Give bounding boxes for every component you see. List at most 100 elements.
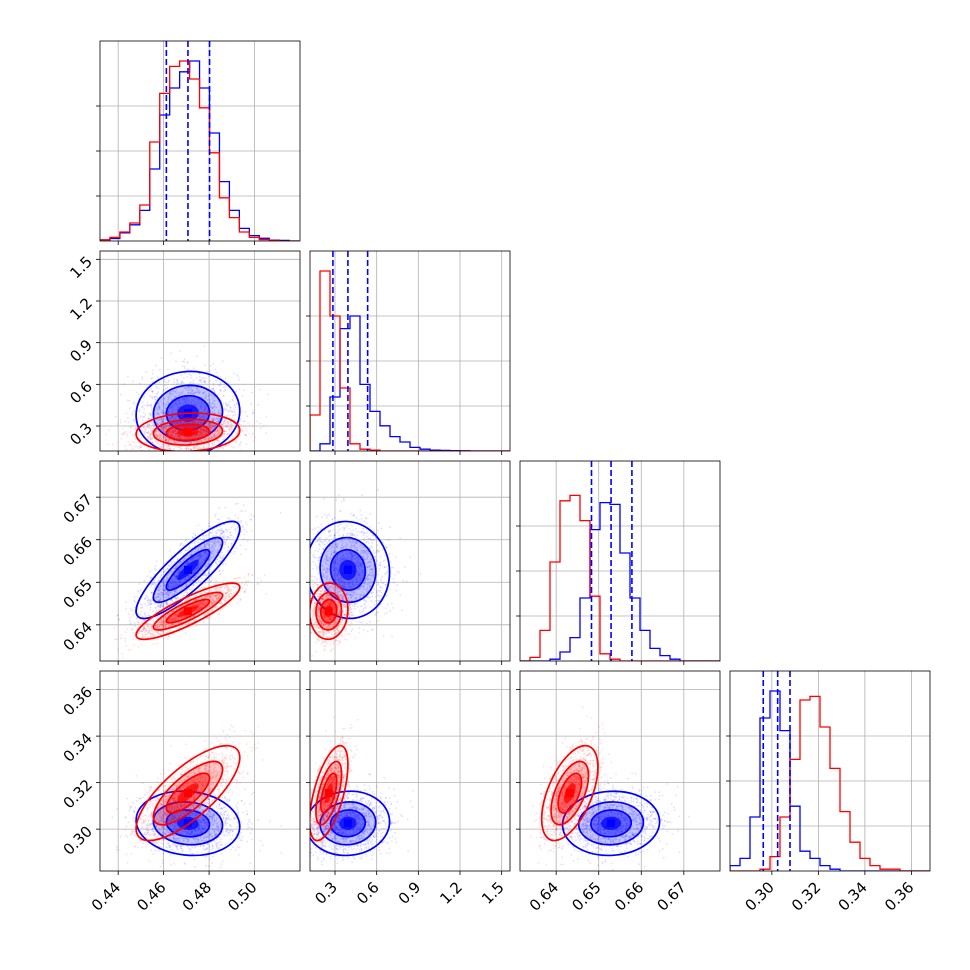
sample-point-series-0 (208, 401, 211, 404)
sample-point-series-1 (252, 439, 255, 442)
sample-point-series-0 (230, 409, 233, 412)
sample-point-series-1 (104, 433, 107, 436)
sample-point-series-0 (222, 402, 225, 405)
sample-point-series-0 (180, 448, 182, 451)
sample-point-series-0 (183, 358, 186, 361)
sample-point-series-0 (235, 390, 238, 393)
sample-point-series-0 (167, 439, 170, 442)
sample-point-series-0 (141, 378, 144, 380)
sample-point-series-1 (265, 592, 268, 595)
sample-point-series-0 (146, 426, 148, 429)
sample-point-series-0 (172, 415, 174, 418)
sample-point-series-0 (144, 413, 147, 416)
sample-point-series-0 (233, 403, 236, 406)
sample-point-series-0 (173, 396, 176, 399)
sample-point-series-0 (172, 431, 175, 434)
sample-point-series-0 (198, 436, 201, 438)
sample-point-series-0 (213, 404, 216, 407)
sample-point-series-0 (142, 426, 145, 428)
sample-point-series-1 (263, 574, 266, 577)
sample-point-series-0 (194, 534, 197, 537)
sample-point-series-1 (164, 636, 167, 639)
sample-point-series-0 (279, 511, 282, 514)
sample-point-series-1 (152, 452, 154, 454)
sample-point-series-0 (218, 412, 220, 415)
sample-point-series-0 (200, 402, 203, 405)
sample-point-series-0 (186, 375, 189, 378)
sample-point-series-0 (238, 379, 240, 381)
sample-point-series-0 (173, 430, 176, 433)
sample-point-series-0 (170, 352, 173, 355)
sample-point-series-0 (186, 360, 189, 363)
sample-point-series-0 (257, 403, 260, 406)
sample-point-series-0 (212, 362, 215, 365)
sample-point-series-0 (157, 404, 160, 406)
sample-point-series-0 (169, 434, 172, 437)
y-tick-label: 1.2 (66, 294, 96, 324)
sample-point-series-0 (158, 406, 161, 408)
sample-point-series-0 (250, 513, 253, 516)
sample-point-series-0 (207, 446, 210, 449)
sample-point-series-0 (213, 405, 216, 408)
sample-point-series-0 (126, 399, 129, 402)
sample-point-series-1 (241, 429, 243, 432)
sample-point-series-0 (180, 374, 183, 377)
sample-point-series-1 (170, 595, 173, 598)
sample-point-series-0 (246, 523, 248, 526)
sample-point-series-0 (172, 431, 175, 434)
sample-point-series-0 (185, 421, 187, 424)
y-tick-label: 1.5 (66, 253, 96, 283)
sample-point-series-0 (176, 422, 179, 425)
sample-point-series-0 (223, 432, 226, 435)
sample-point-series-0 (162, 451, 164, 453)
sample-point-series-0 (252, 411, 255, 414)
sample-point-series-0 (203, 529, 205, 532)
sample-point-series-0 (184, 402, 187, 404)
sample-point-series-0 (175, 415, 178, 418)
sample-point-series-0 (205, 429, 207, 432)
sample-point-series-0 (224, 506, 227, 509)
sample-point-series-0 (197, 390, 199, 393)
sample-point-series-1 (131, 434, 134, 437)
sample-point-series-0 (210, 393, 213, 396)
sample-point-series-1 (143, 416, 146, 418)
sample-point-series-0 (181, 392, 184, 395)
sample-point-series-1 (154, 455, 156, 457)
sample-point-series-0 (175, 360, 177, 363)
sample-point-series-0 (225, 420, 228, 423)
sample-point-series-1 (250, 435, 252, 438)
sample-point-series-0 (217, 384, 220, 386)
sample-point-series-0 (138, 582, 141, 585)
density-peak-series-1 (183, 428, 192, 437)
sample-point-series-0 (180, 542, 183, 545)
sample-point-series-0 (138, 382, 141, 385)
sample-point-series-0 (163, 404, 166, 407)
sample-point-series-0 (168, 549, 171, 552)
sample-point-series-0 (165, 403, 167, 406)
sample-point-series-0 (180, 420, 183, 423)
sample-point-series-0 (130, 628, 133, 631)
sample-point-series-0 (243, 528, 246, 531)
sample-point-series-0 (171, 409, 174, 412)
sample-point-series-1 (127, 441, 130, 443)
sample-point-series-0 (267, 393, 269, 396)
sample-point-series-0 (157, 405, 159, 408)
sample-point-series-0 (212, 420, 214, 422)
sample-point-series-1 (164, 412, 166, 415)
sample-point-series-0 (159, 418, 161, 421)
histogram-series-1 (100, 60, 300, 241)
sample-point-series-0 (181, 398, 184, 401)
sample-point-series-0 (233, 550, 236, 553)
sample-point-series-0 (219, 376, 222, 379)
sample-point-series-0 (221, 423, 224, 426)
sample-point-series-0 (201, 454, 203, 456)
sample-point-series-0 (173, 381, 176, 384)
sample-point-series-0 (251, 412, 254, 415)
sample-point-series-1 (245, 429, 248, 432)
sample-point-series-0 (150, 377, 153, 380)
sample-point-series-0 (157, 413, 159, 415)
sample-point-series-0 (137, 393, 140, 396)
sample-point-series-0 (205, 432, 208, 434)
sample-point-series-0 (185, 458, 187, 460)
sample-point-series-0 (187, 391, 189, 394)
